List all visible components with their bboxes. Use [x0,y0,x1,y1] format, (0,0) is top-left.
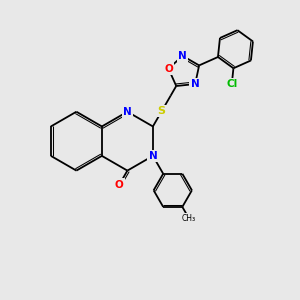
Text: O: O [164,64,173,74]
Text: N: N [123,107,132,117]
Text: CH₃: CH₃ [182,214,196,223]
Text: N: N [191,79,200,89]
Text: Cl: Cl [226,80,237,89]
Text: N: N [148,151,157,161]
Text: O: O [115,180,124,190]
Text: N: N [178,51,187,61]
Text: S: S [158,106,166,116]
